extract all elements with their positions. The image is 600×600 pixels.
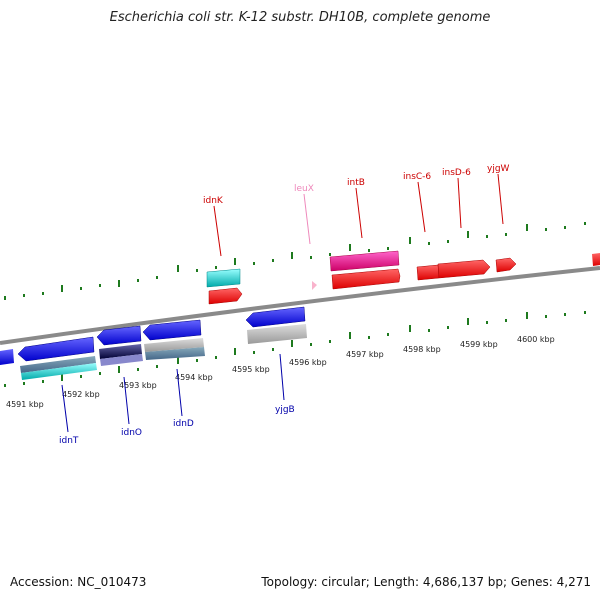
reverse-tick-band (4, 311, 586, 387)
gene-label-idnD[interactable]: idnD (173, 419, 194, 429)
scale-label-4592: 4592 kbp (62, 390, 100, 399)
forward-features (206, 250, 600, 305)
gene-idnO-cds[interactable] (96, 325, 142, 346)
scale-label-4595: 4595 kbp (232, 365, 270, 374)
gene-label-leuX[interactable]: leuX (294, 184, 314, 194)
topology-text: Topology: circular; Length: 4,686,137 bp… (261, 575, 591, 589)
gene-leuX-feature[interactable] (312, 281, 317, 290)
scale-label-4599: 4599 kbp (460, 340, 498, 349)
gene-label-insC-6[interactable]: insC-6 (403, 172, 431, 182)
gene-idnD-feature[interactable] (144, 338, 204, 352)
gene-idnD-feature2[interactable] (145, 347, 205, 360)
gene-edge-left-cds[interactable] (0, 349, 14, 365)
gene-yjgB-feature[interactable] (247, 324, 307, 344)
gene-label-idnT[interactable]: idnT (59, 436, 79, 446)
gene-idnT-feature2[interactable] (21, 363, 97, 380)
scale-label-4593: 4593 kbp (119, 381, 157, 390)
scale-label-4594: 4594 kbp (175, 373, 213, 382)
gene-intB-feature[interactable] (329, 250, 400, 272)
scale-label-4596: 4596 kbp (289, 358, 327, 367)
gene-insD-6-cds[interactable] (437, 259, 491, 279)
gene-idnO-feature2[interactable] (100, 354, 143, 366)
forward-tick-band (4, 222, 586, 300)
gene-idnK-cds[interactable] (208, 287, 243, 305)
gene-label-yjgB[interactable]: yjgB (275, 405, 295, 415)
gene-label-idnK[interactable]: idnK (203, 196, 224, 206)
gene-idnT-feature[interactable] (20, 356, 96, 373)
scale-label-4591: 4591 kbp (6, 400, 44, 409)
gene-idnT-cds[interactable] (17, 336, 95, 362)
reverse-features (0, 306, 307, 380)
gene-label-idnO[interactable]: idnO (121, 428, 142, 438)
gene-yjgB-cds[interactable] (245, 306, 306, 328)
gene-intB-cds[interactable] (331, 268, 401, 290)
page-title: Escherichia coli str. K-12 substr. DH10B… (109, 10, 491, 25)
reverse-label-leaders (61, 353, 285, 433)
gene-idnD-cds[interactable] (142, 319, 202, 341)
accession-text: Accession: NC_010473 (10, 575, 147, 589)
forward-label-leaders (213, 173, 504, 257)
scale-label-4597: 4597 kbp (346, 350, 384, 359)
gene-idnO-feature[interactable] (99, 344, 142, 359)
scale-label-4600: 4600 kbp (517, 335, 555, 344)
gene-label-intB[interactable]: intB (347, 178, 365, 188)
gene-yjgW-cds[interactable] (495, 257, 517, 273)
gene-edge-cds[interactable] (592, 253, 600, 266)
gene-label-insD-6[interactable]: insD-6 (442, 168, 471, 178)
gene-insC-6-cds[interactable] (416, 264, 440, 281)
gene-label-yjgW[interactable]: yjgW (487, 164, 510, 174)
gene-idnK-feature[interactable] (206, 268, 241, 288)
scale-label-4598: 4598 kbp (403, 345, 441, 354)
genome-backbone (0, 266, 600, 345)
